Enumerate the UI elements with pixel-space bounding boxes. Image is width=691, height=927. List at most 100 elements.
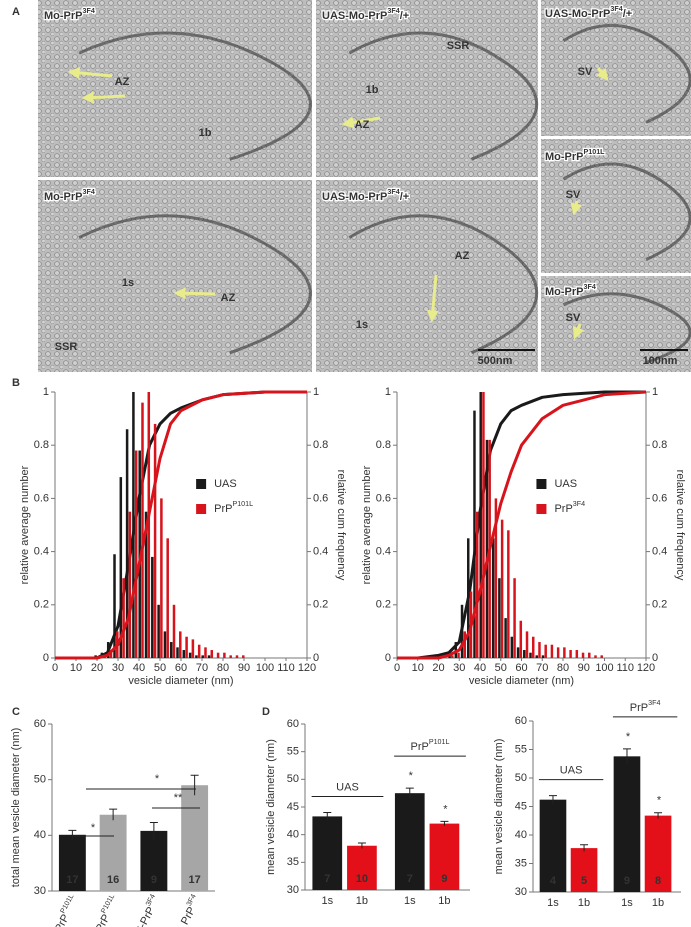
arrow xyxy=(570,200,583,216)
bar xyxy=(58,834,86,891)
x-tick-label-sup: P101L xyxy=(99,893,116,915)
bar xyxy=(500,519,504,658)
image-title: Mo-PrP3F4 xyxy=(545,283,596,298)
bar xyxy=(144,511,148,658)
image-title: Mo-PrPP101L xyxy=(545,148,605,163)
image-title-text: UAS-Mo-PrP xyxy=(322,10,387,22)
bar xyxy=(312,816,343,890)
x-tick-label-text: UAS-PrP xyxy=(40,912,72,927)
x-tick-label: 40 xyxy=(133,662,145,674)
y-tick-label: 0 xyxy=(385,652,391,664)
y-tick-label: 0.2 xyxy=(376,599,391,611)
y-tick-label: 0.2 xyxy=(313,599,328,611)
bar xyxy=(201,655,204,658)
x-tick-label: 110 xyxy=(277,662,295,674)
membrane xyxy=(348,214,539,355)
x-tick-label: 80 xyxy=(557,662,569,674)
bar xyxy=(570,848,598,892)
micrograph xyxy=(38,0,312,177)
y-tick-label: 0.6 xyxy=(376,492,391,504)
bar xyxy=(113,554,116,658)
image-title-sup: 3F4 xyxy=(83,188,95,196)
x-tick-label: 110 xyxy=(616,662,634,674)
y-tick-label: 0.4 xyxy=(652,546,667,558)
y-tick-label: 30 xyxy=(515,886,527,898)
x-tick-label: 1s xyxy=(547,897,559,909)
arrow xyxy=(572,323,585,340)
bar xyxy=(510,636,514,658)
y-tick-label: 0 xyxy=(652,652,658,664)
significance-label: * xyxy=(409,770,414,782)
x-tick-label: 120 xyxy=(298,662,316,674)
group-label: UAS xyxy=(560,765,583,777)
legend-label: PrP3F4 xyxy=(554,500,585,515)
bar xyxy=(504,618,507,658)
image-title-text: Mo-PrP xyxy=(44,191,83,203)
image-label: 1s xyxy=(356,319,368,331)
image-title-sup: 3F4 xyxy=(584,283,596,291)
bar xyxy=(185,636,188,658)
y-tick-label: 60 xyxy=(515,715,527,727)
significance-label: * xyxy=(155,773,160,785)
y-tick-label: 1 xyxy=(313,386,319,398)
bar xyxy=(513,578,516,658)
y-axis-label: mean vesicle diameter (nm) xyxy=(265,739,277,875)
group-label-sup: 3F4 xyxy=(648,699,660,707)
count-label: 17 xyxy=(189,874,201,886)
micrograph xyxy=(541,0,691,136)
significance-label: * xyxy=(626,731,631,743)
bar xyxy=(475,511,479,658)
bar xyxy=(479,392,482,658)
bar xyxy=(147,392,151,658)
bar xyxy=(457,652,460,658)
arrow xyxy=(596,67,609,81)
x-tick-label-sup: P101L xyxy=(59,893,76,915)
error-bar xyxy=(440,820,449,826)
bar xyxy=(182,650,186,658)
x-tick-label: 90 xyxy=(578,662,590,674)
legend-swatch xyxy=(536,479,547,489)
bar xyxy=(538,642,541,658)
x-tick-label-sup: 3F4 xyxy=(185,893,198,908)
bar xyxy=(134,450,138,658)
error-bar xyxy=(357,842,366,849)
bar xyxy=(516,647,520,658)
micrograph xyxy=(316,0,538,177)
bar xyxy=(181,785,209,891)
y-tick-label: 0.2 xyxy=(34,599,49,611)
image-label: SSR xyxy=(55,341,78,353)
y-tick-label: 30 xyxy=(287,884,299,896)
image-title: UAS-Mo-PrP3F4/+ xyxy=(322,7,409,22)
x-tick-label: 100 xyxy=(256,662,274,674)
error-bar xyxy=(622,748,631,764)
x-axis-label: vesicle diameter (nm) xyxy=(128,675,233,687)
x-tick-label: 80 xyxy=(217,662,229,674)
bar xyxy=(550,644,554,658)
x-tick-label: 1s xyxy=(321,895,333,907)
arrow xyxy=(81,91,126,104)
x-tick-label: PrP3F4 xyxy=(176,893,204,927)
bar xyxy=(140,830,168,891)
x-tick-label: 120 xyxy=(637,662,655,674)
image-title-text: Mo-PrP xyxy=(545,151,584,163)
cumulative-line xyxy=(55,390,307,660)
image-title-after: /+ xyxy=(400,191,409,203)
bar xyxy=(172,604,176,658)
bar xyxy=(179,631,182,658)
image-label: AZ xyxy=(355,119,370,131)
bar xyxy=(197,644,201,658)
cumulative-line xyxy=(397,390,647,660)
x-tick-label: 70 xyxy=(196,662,208,674)
x-axis-label: vesicle diameter (nm) xyxy=(469,675,574,687)
x-tick-label: 30 xyxy=(112,662,124,674)
count-label: 10 xyxy=(356,873,368,885)
image-label: AZ xyxy=(221,292,236,304)
membrane xyxy=(562,23,691,124)
x-tick-label: 60 xyxy=(515,662,527,674)
bar xyxy=(169,642,173,658)
bar xyxy=(125,429,129,658)
bar xyxy=(160,498,163,658)
y-tick-label: 55 xyxy=(515,743,527,755)
y-tick-label: 0.4 xyxy=(376,546,391,558)
